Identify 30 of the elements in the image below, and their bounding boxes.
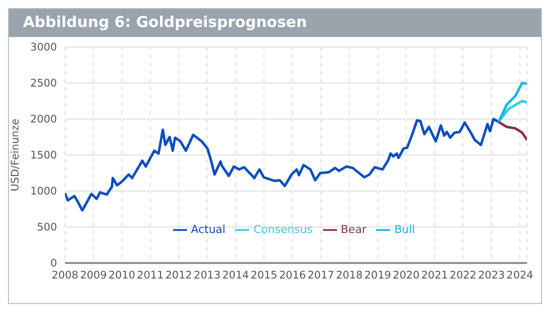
x-tick-label: 2009 — [80, 269, 107, 282]
x-tick-label: 2023 — [478, 269, 505, 282]
x-tick-label: 2021 — [421, 269, 448, 282]
y-tick-label: 0 — [50, 258, 57, 270]
x-tick-label: 2008 — [52, 269, 78, 282]
x-tick-label: 2013 — [194, 269, 221, 282]
y-tick-label: 1500 — [30, 150, 57, 162]
legend-label: Bear — [340, 223, 366, 236]
y-tick-label: 2000 — [30, 114, 57, 126]
x-tick-label: 2012 — [165, 269, 192, 282]
x-tick-label: 2014 — [222, 269, 250, 282]
x-tick-label: 2010 — [108, 269, 136, 282]
x-tick-label: 2015 — [250, 269, 278, 282]
x-tick-label: 2011 — [136, 269, 164, 282]
chart-title: Abbildung 6: Goldpreisprognosen — [9, 9, 541, 37]
legend-label: Actual — [191, 223, 226, 236]
x-tick-label: 2017 — [308, 269, 334, 282]
legend-label: Consensus — [253, 223, 313, 236]
y-tick-label: 2500 — [30, 78, 57, 90]
y-tick-label: 3000 — [30, 42, 57, 54]
y-axis-title: USD/Feinunze — [10, 118, 22, 192]
x-tick-label: 2019 — [364, 269, 392, 282]
y-tick-label: 500 — [36, 222, 57, 234]
legend-label: Bull — [394, 223, 415, 236]
x-tick-label: 2018 — [336, 269, 363, 282]
x-tick-label: 2022 — [450, 269, 476, 282]
x-tick-label: 2020 — [392, 269, 420, 282]
y-tick-label: 1000 — [30, 186, 57, 198]
x-tick-label: 2016 — [279, 269, 306, 282]
x-tick-label: 2024 — [506, 269, 534, 282]
